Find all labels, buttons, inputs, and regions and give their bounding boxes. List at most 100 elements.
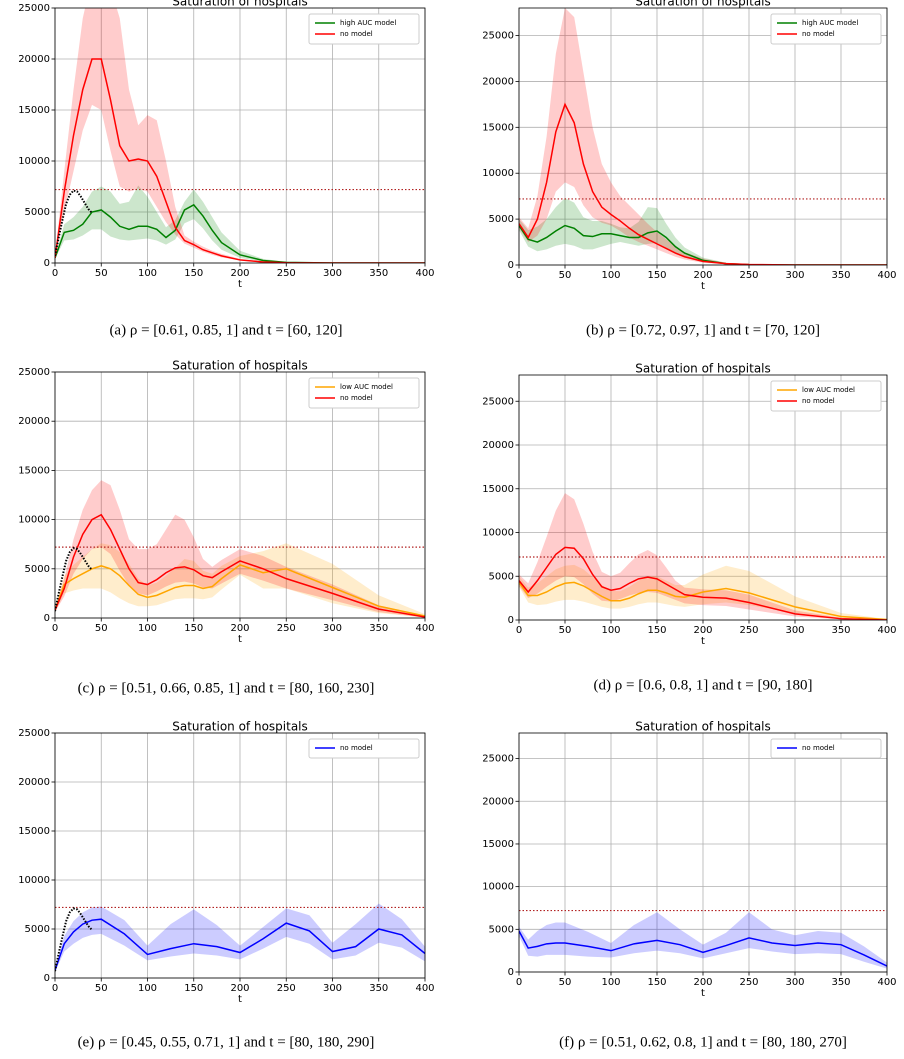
caption: (f) ρ = [0.51, 0.62, 0.8, 1] and t = [80… [559,1034,847,1050]
x-tick-label: 100 [601,270,620,281]
y-tick-label: 15000 [18,465,50,476]
x-tick-label: 200 [693,977,712,988]
y-tick-label: 5000 [25,924,50,935]
x-tick-label: 0 [516,270,522,281]
y-tick-label: 5000 [25,564,50,575]
x-tick-label: 300 [323,268,342,279]
series-line [519,102,887,265]
x-axis-label: t [238,994,242,1005]
chart-title: Saturation of hospitals [172,0,308,9]
x-tick-label: 100 [138,268,157,279]
legend-label: high AUC model [802,19,858,27]
legend-box [308,377,420,409]
x-tick-label: 350 [831,270,850,281]
x-tick-label: 300 [785,977,804,988]
x-tick-label: 100 [138,983,157,994]
x-tick-label: 350 [369,983,388,994]
x-tick-label: 350 [831,625,850,636]
chart-title: Saturation of hospitals [635,720,771,734]
x-tick-label: 350 [369,268,388,279]
legend-label: no model [802,30,835,38]
plot-content [519,8,887,265]
y-tick-label: 10000 [482,528,514,539]
x-tick-label: 200 [230,983,249,994]
chart: 0 50 100 150 200 250 300 350 400 0 5000 10000 15000 2… [482,720,896,1051]
legend-label: no model [340,744,373,752]
y-tick-label: 20000 [18,777,50,788]
y-tick-label: 5000 [489,571,514,582]
y-tick-label: 15000 [482,839,514,850]
chart-title: Saturation of hospitals [172,359,308,373]
x-tick-label: 200 [693,270,712,281]
x-axis-label: t [701,281,705,292]
y-tick-label: 20000 [482,796,514,807]
y-tick-label: 20000 [18,54,50,65]
x-tick-label: 250 [277,623,296,634]
y-tick-label: 15000 [482,484,514,495]
x-tick-label: 400 [877,625,896,636]
caption: (c) ρ = [0.51, 0.66, 0.85, 1] and t = [8… [78,680,375,696]
legend-label: no model [340,394,373,402]
y-tick-label: 10000 [482,882,514,893]
series-line [55,513,425,618]
caption: (b) ρ = [0.72, 0.97, 1] and t = [70, 120… [586,322,820,338]
x-tick-label: 0 [516,977,522,988]
series-line [55,58,425,263]
caption: (a) ρ = [0.61, 0.85, 1] and t = [60, 120… [109,322,342,338]
x-tick-label: 150 [647,270,666,281]
axes-frame [518,374,888,621]
plot-content [55,903,425,973]
x-tick-label: 400 [415,623,434,634]
confidence-band [519,197,887,265]
legend-box [308,13,420,45]
y-tick-label: 25000 [482,31,514,42]
series-line [519,546,887,620]
legend-label: high AUC model [340,19,396,27]
y-tick-label: 10000 [18,156,50,167]
confidence-band [519,8,887,265]
y-tick-label: 15000 [18,105,50,116]
y-tick-label: 25000 [482,396,514,407]
chart: 0 50 100 150 200 250 300 350 400 0 5000 10000 15000 2… [18,359,434,697]
x-tick-label: 300 [323,623,342,634]
plot-content [519,493,887,620]
x-tick-label: 300 [785,625,804,636]
x-tick-label: 150 [184,268,203,279]
x-tick-label: 250 [277,983,296,994]
x-tick-label: 50 [95,623,108,634]
plot-content [519,909,887,969]
chart: 0 50 100 150 200 250 300 350 400 0 5000 10000 15000 2… [18,0,434,338]
legend-label: no model [340,30,373,38]
chart-title: Saturation of hospitals [172,720,308,734]
x-tick-label: 0 [516,625,522,636]
x-tick-label: 0 [52,268,58,279]
x-tick-label: 250 [277,268,296,279]
y-tick-label: 0 [44,973,50,984]
x-tick-label: 300 [785,270,804,281]
confidence-band [519,493,887,620]
confidence-band [55,543,425,618]
confidence-band [55,480,425,618]
axes-frame [54,732,426,979]
y-tick-label: 0 [508,260,514,271]
x-tick-label: 200 [693,625,712,636]
series-line [55,918,425,971]
y-tick-label: 5000 [489,214,514,225]
y-tick-label: 10000 [482,168,514,179]
x-tick-label: 100 [601,977,620,988]
caption: (e) ρ = [0.45, 0.55, 0.71, 1] and t = [8… [78,1034,375,1050]
chart: 0 50 100 150 200 250 300 350 400 0 5000 10000 15000 2… [18,720,434,1051]
y-tick-label: 5000 [489,924,514,935]
plot-content [55,8,425,263]
y-tick-label: 0 [508,967,514,978]
confidence-band [55,8,425,263]
legend-box [308,738,420,759]
x-tick-label: 350 [369,623,388,634]
x-tick-label: 100 [138,623,157,634]
observed-line [55,189,93,257]
y-tick-label: 15000 [18,826,50,837]
y-tick-label: 25000 [18,3,50,14]
series-line [519,581,887,620]
x-tick-label: 400 [415,983,434,994]
chart-title: Saturation of hospitals [635,362,771,376]
